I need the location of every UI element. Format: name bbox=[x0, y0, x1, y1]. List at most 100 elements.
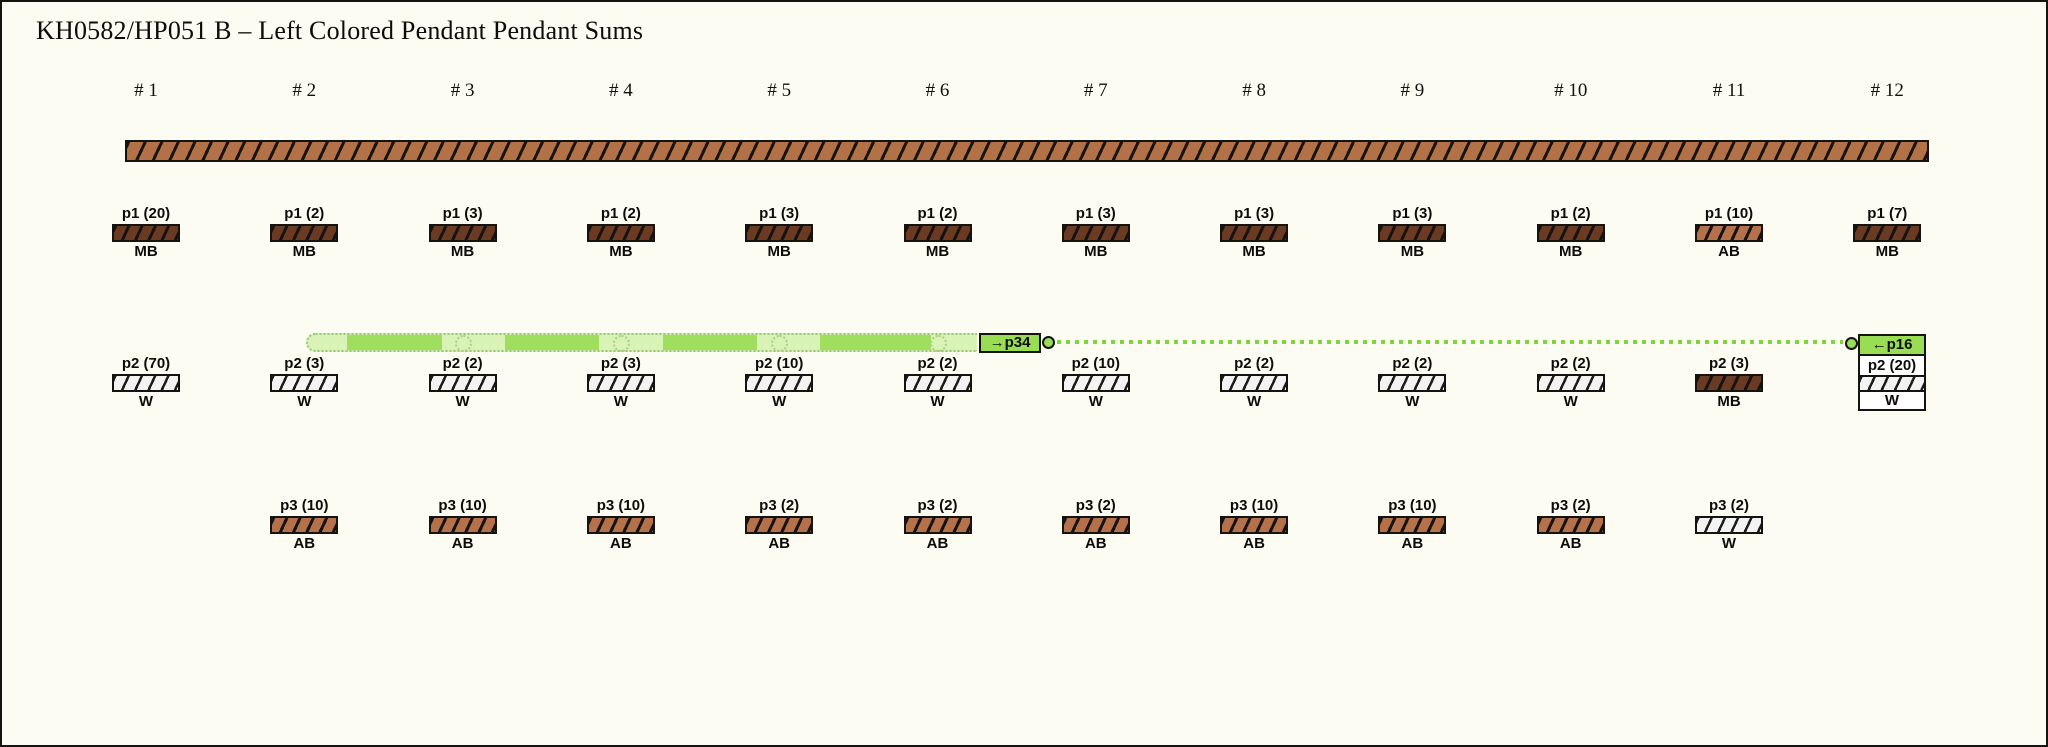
pendant-color-code: AB bbox=[610, 535, 632, 552]
pendant: p2 (2) W bbox=[903, 355, 972, 411]
page-title: KH0582/HP051 B – Left Colored Pendant Pe… bbox=[36, 16, 644, 45]
pendant-cord-bar bbox=[903, 224, 972, 242]
band-bright-segment bbox=[820, 335, 931, 350]
pendant: p3 (2) W bbox=[1695, 497, 1763, 553]
pendant: p3 (2) AB bbox=[1536, 497, 1605, 553]
pendant-label: p3 (10) bbox=[1388, 497, 1437, 514]
pendant-cord-bar bbox=[1220, 516, 1289, 534]
pendant-color-code: AB bbox=[768, 535, 791, 552]
pendant-color-code: AB bbox=[926, 535, 949, 552]
pendant: p1 (3) MB bbox=[1061, 205, 1130, 261]
pendant: p2 (70) W bbox=[112, 355, 180, 411]
band-pendant-marker-circle bbox=[454, 335, 472, 352]
column-header: # 1 bbox=[134, 80, 158, 101]
pendant-color-code: W bbox=[1563, 393, 1578, 410]
pendant-cord-bar bbox=[1061, 224, 1130, 242]
column-header: # 7 bbox=[1083, 80, 1108, 101]
pendant-cord-bar bbox=[745, 374, 814, 392]
pendant-color-code: W bbox=[1721, 535, 1737, 552]
pendant-cord-bar bbox=[1695, 516, 1763, 534]
pendant-label: p1 (2) bbox=[600, 205, 641, 222]
sum-link-p34[interactable]: →p34 bbox=[979, 333, 1041, 353]
band-pendant-marker-circle bbox=[612, 335, 630, 352]
pendant-cord-bar bbox=[745, 516, 814, 534]
pendant-label: p2 (2) bbox=[917, 355, 958, 372]
pendant-label: p1 (3) bbox=[1234, 205, 1275, 222]
primary-cord-bar bbox=[125, 140, 1929, 162]
pendant: p2 (2) W bbox=[1220, 355, 1289, 411]
column-header: # 4 bbox=[609, 80, 633, 101]
pendant: p1 (3) MB bbox=[1378, 205, 1447, 261]
pendant-color-code: AB bbox=[293, 535, 316, 552]
pendant: p2 (10) W bbox=[745, 355, 814, 411]
pendant-label: p1 (3) bbox=[1075, 205, 1116, 222]
pendant-label: p3 (10) bbox=[438, 497, 487, 514]
pendant-cord-bar bbox=[586, 516, 655, 534]
pendant: p1 (20) MB bbox=[112, 205, 180, 261]
pendant: p2 (3) MB bbox=[1695, 355, 1763, 411]
band-pendant-marker-circle bbox=[771, 335, 789, 352]
pendant-cord-bar bbox=[1220, 224, 1289, 242]
column-header: # 2 bbox=[292, 80, 317, 101]
sum-link-p16[interactable]: ←p16 bbox=[1860, 336, 1924, 356]
column-header: # 5 bbox=[767, 80, 792, 101]
pendant-label: p1 (2) bbox=[1550, 205, 1591, 222]
pendant-label: p3 (10) bbox=[280, 497, 329, 514]
pendant-cord-bar bbox=[428, 224, 497, 242]
pendant-color-code: AB bbox=[1559, 535, 1582, 552]
pendant-label: p2 (10) bbox=[755, 355, 804, 372]
pendant: p1 (2) MB bbox=[903, 205, 972, 261]
pendant-color-code: W bbox=[613, 393, 628, 410]
pendant-cord-bar bbox=[1695, 374, 1763, 392]
pendant: p1 (10) AB bbox=[1695, 205, 1763, 261]
pendant-color-code: AB bbox=[1084, 535, 1107, 552]
pendant-label: p1 (20) bbox=[121, 205, 171, 222]
pendant: p3 (10) AB bbox=[428, 497, 497, 553]
pendant-color-code: MB bbox=[1717, 393, 1741, 410]
pendant-cord-bar bbox=[903, 516, 972, 534]
pendant: p3 (10) AB bbox=[270, 497, 339, 553]
pendant-color-code: W bbox=[1088, 393, 1103, 410]
pendant-cord-bar bbox=[903, 374, 972, 392]
sum-link-dotted-line bbox=[1057, 340, 1843, 344]
column-header: # 12 bbox=[1870, 80, 1904, 101]
pendant-cord-bar bbox=[1378, 224, 1447, 242]
pendant-cord-bar bbox=[586, 374, 655, 392]
pendant: p2 (2) W bbox=[1536, 355, 1605, 411]
column-header: # 6 bbox=[925, 80, 950, 101]
column-header: # 11 bbox=[1712, 80, 1746, 101]
pendant: p3 (2) AB bbox=[745, 497, 814, 553]
pendant-cord-bar bbox=[1536, 516, 1605, 534]
pendant-label: p2 (3) bbox=[600, 355, 641, 372]
pendant-color-code: MB bbox=[1400, 243, 1425, 260]
band-pendant-marker-circle bbox=[929, 335, 947, 352]
pendant-color-code: W bbox=[455, 393, 470, 410]
pendant: p1 (3) MB bbox=[1220, 205, 1289, 261]
link-endpoint-circle bbox=[1042, 336, 1055, 349]
pendant-label: p3 (2) bbox=[1708, 497, 1749, 514]
pendant-cord-bar bbox=[1536, 224, 1605, 242]
pendant: p1 (7) MB bbox=[1853, 205, 1922, 261]
pendant-color-code: AB bbox=[451, 535, 474, 552]
column-header: # 10 bbox=[1554, 80, 1588, 101]
pendant-label: p1 (2) bbox=[917, 205, 958, 222]
pendant-label: p1 (7) bbox=[1867, 205, 1908, 222]
pendant-label: p2 (20) bbox=[1867, 357, 1917, 374]
pendant-cord-bar bbox=[270, 224, 339, 242]
pendant-cord-bar bbox=[112, 224, 180, 242]
pendant-cord-bar bbox=[428, 516, 497, 534]
pendant-label: p3 (2) bbox=[759, 497, 800, 514]
pendant-label: p2 (3) bbox=[284, 355, 325, 372]
pendant-color-code: MB bbox=[450, 243, 475, 260]
pendant-color-code: MB bbox=[767, 243, 791, 260]
band-bright-segment bbox=[505, 335, 599, 350]
pendant-cord-bar bbox=[1536, 374, 1605, 392]
column-header: # 3 bbox=[450, 80, 475, 101]
pendant: p2 (2) W bbox=[1378, 355, 1447, 411]
pendant-cord-bar bbox=[1860, 375, 1924, 392]
pendant-label: p2 (2) bbox=[1392, 355, 1433, 372]
pendant-cord-bar bbox=[428, 374, 497, 392]
pendant-color-code: AB bbox=[1718, 243, 1740, 260]
pendant-color-code: MB bbox=[1242, 243, 1266, 260]
